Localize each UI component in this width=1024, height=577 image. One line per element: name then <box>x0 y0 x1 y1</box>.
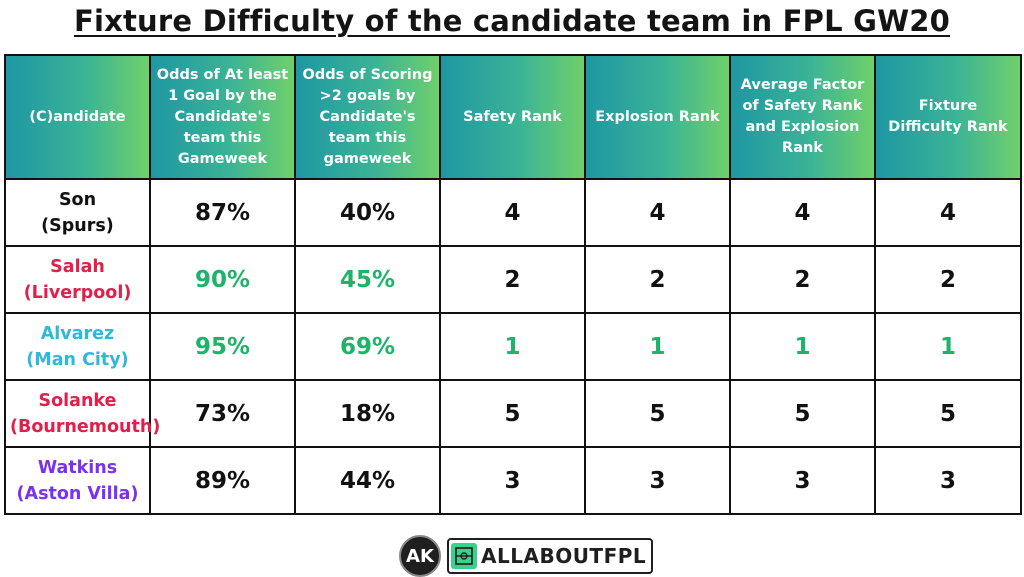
table-row: Watkins (Aston Villa) 89% 44% 3 3 3 3 <box>4 446 1022 515</box>
fixture-difficulty-cell: 3 <box>874 446 1022 515</box>
header-average-factor: Average Factor of Safety Rank and Explos… <box>729 54 876 180</box>
fixture-difficulty-cell: 5 <box>874 379 1022 448</box>
explosion-rank-cell: 4 <box>584 178 731 247</box>
explosion-rank-cell: 2 <box>584 245 731 314</box>
odds-two-plus-cell: 44% <box>294 446 441 515</box>
odds-one-goal-cell: 73% <box>149 379 296 448</box>
explosion-rank-cell: 5 <box>584 379 731 448</box>
header-explosion-rank: Explosion Rank <box>584 54 731 180</box>
table-row: Solanke (Bournemouth) 73% 18% 5 5 5 5 <box>4 379 1022 448</box>
odds-two-plus-cell: 40% <box>294 178 441 247</box>
explosion-rank-cell: 1 <box>584 312 731 381</box>
table-row: Alvarez (Man City) 95% 69% 1 1 1 1 <box>4 312 1022 381</box>
header-fixture-difficulty: Fixture Difficulty Rank <box>874 54 1022 180</box>
safety-rank-cell: 3 <box>439 446 586 515</box>
odds-two-plus-cell: 18% <box>294 379 441 448</box>
header-row: (C)andidate Odds of At least 1 Goal by t… <box>4 54 1022 180</box>
safety-rank-cell: 1 <box>439 312 586 381</box>
odds-one-goal-cell: 90% <box>149 245 296 314</box>
player-name: Watkins <box>37 457 118 478</box>
player-name: Alvarez <box>40 323 115 344</box>
candidate-cell: Solanke (Bournemouth) <box>4 379 160 448</box>
average-factor-cell: 5 <box>729 379 876 448</box>
table-row: Son (Spurs) 87% 40% 4 4 4 4 <box>4 178 1022 247</box>
player-name: Salah <box>50 256 105 277</box>
header-candidate: (C)andidate <box>4 54 151 180</box>
page-title: Fixture Difficulty of the candidate team… <box>73 4 951 38</box>
ak-logo: AK <box>399 535 441 577</box>
team-name: (Bournemouth) <box>10 416 161 437</box>
table-row: Salah (Liverpool) 90% 45% 2 2 2 2 <box>4 245 1022 314</box>
allaboutfpl-logo: ALLABOUTFPL <box>447 538 654 574</box>
candidate-cell: Watkins (Aston Villa) <box>4 446 151 515</box>
candidate-cell: Son (Spurs) <box>4 178 151 247</box>
safety-rank-cell: 4 <box>439 178 586 247</box>
odds-one-goal-cell: 87% <box>149 178 296 247</box>
candidate-cell: Alvarez (Man City) <box>4 312 151 381</box>
fixture-difficulty-cell: 1 <box>874 312 1022 381</box>
team-name: (Man City) <box>26 349 129 370</box>
header-odds-one-goal: Odds of At least 1 Goal by the Candidate… <box>149 54 296 180</box>
footer-logos: AK ALLABOUTFPL <box>399 535 654 577</box>
player-name: Solanke <box>38 390 117 411</box>
average-factor-cell: 2 <box>729 245 876 314</box>
pitch-icon <box>451 543 477 569</box>
fixture-difficulty-table: (C)andidate Odds of At least 1 Goal by t… <box>4 54 1022 515</box>
team-name: (Spurs) <box>41 215 114 236</box>
average-factor-cell: 1 <box>729 312 876 381</box>
header-safety-rank: Safety Rank <box>439 54 586 180</box>
odds-two-plus-cell: 69% <box>294 312 441 381</box>
fixture-difficulty-cell: 4 <box>874 178 1022 247</box>
team-name: (Liverpool) <box>23 282 132 303</box>
explosion-rank-cell: 3 <box>584 446 731 515</box>
average-factor-cell: 3 <box>729 446 876 515</box>
average-factor-cell: 4 <box>729 178 876 247</box>
brand-text: ALLABOUTFPL <box>481 544 647 568</box>
player-name: Son <box>58 189 97 210</box>
fixture-difficulty-cell: 2 <box>874 245 1022 314</box>
odds-one-goal-cell: 89% <box>149 446 296 515</box>
odds-two-plus-cell: 45% <box>294 245 441 314</box>
team-name: (Aston Villa) <box>16 483 139 504</box>
candidate-cell: Salah (Liverpool) <box>4 245 151 314</box>
odds-one-goal-cell: 95% <box>149 312 296 381</box>
safety-rank-cell: 5 <box>439 379 586 448</box>
header-odds-two-plus: Odds of Scoring >2 goals by Candidate's … <box>294 54 441 180</box>
safety-rank-cell: 2 <box>439 245 586 314</box>
